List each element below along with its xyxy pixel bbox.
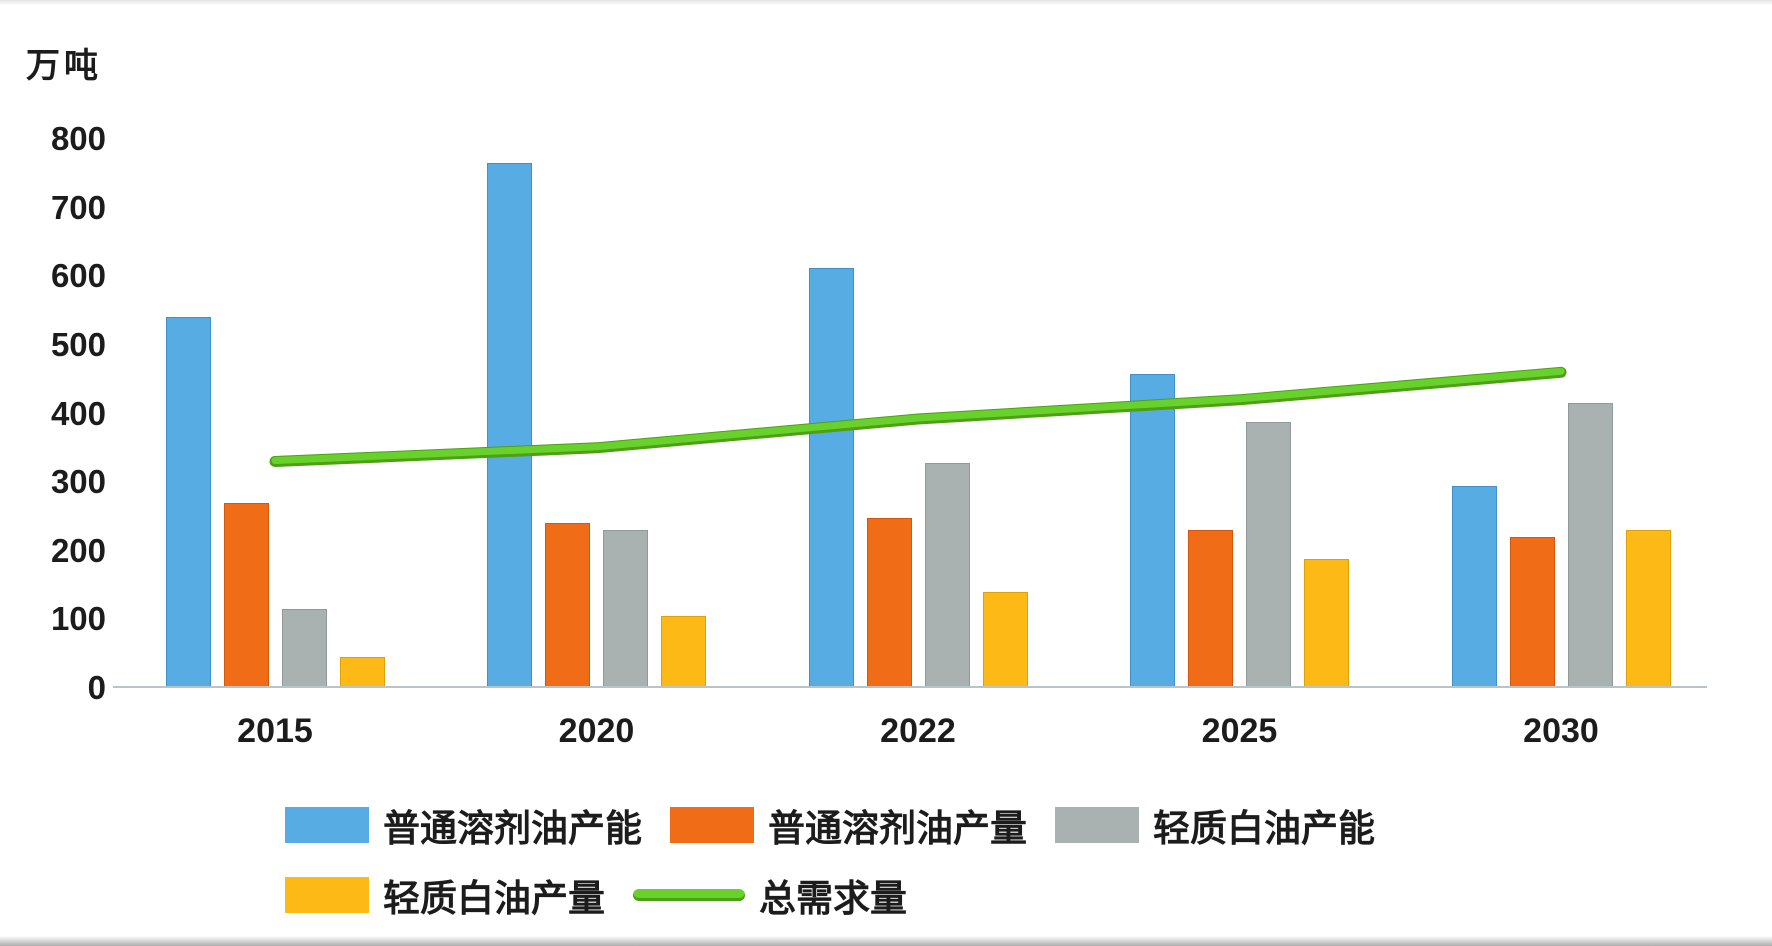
bar (924, 462, 970, 688)
y-tick-label: 800 (50, 120, 106, 157)
legend-item: 总需求量 (633, 868, 907, 922)
x-tick-label: 2030 (1523, 712, 1599, 750)
y-tick-label: 100 (50, 600, 106, 638)
scan-artifact-bottom (0, 936, 1772, 946)
demand-line-stroke (269, 366, 1567, 467)
legend-item: 普通溶剂油产能 (285, 798, 642, 852)
bar (487, 163, 532, 688)
legend-color-swatch (285, 807, 369, 843)
y-tick-label: 600 (50, 257, 106, 295)
legend-label: 轻质白油产能 (1153, 808, 1375, 849)
y-tick-label: 300 (50, 463, 106, 501)
legend-color-swatch (285, 877, 369, 913)
y-axis-unit-label: 万吨 (26, 47, 102, 85)
bar (165, 317, 211, 688)
legend-label: 普通溶剂油产能 (383, 808, 642, 849)
y-tick-label: 200 (50, 531, 106, 569)
legend-item: 普通溶剂油产量 (670, 798, 1027, 852)
bar (1567, 403, 1613, 688)
legend-label: 轻质白油产量 (383, 878, 605, 919)
bar (1130, 374, 1175, 688)
y-tick-label: 700 (50, 188, 106, 226)
legend-label: 总需求量 (759, 878, 907, 919)
scan-artifact-top (0, 0, 1772, 5)
x-tick-label: 2015 (237, 712, 313, 750)
y-tick-label: 400 (50, 394, 106, 432)
legend-item: 轻质白油产量 (285, 868, 605, 922)
legend-row: 普通溶剂油产能 普通溶剂油产量 轻质白油产能 (285, 798, 1403, 852)
x-tick-label: 2022 (880, 712, 956, 750)
bar (1625, 530, 1671, 688)
bar (603, 530, 648, 688)
bar (1246, 421, 1291, 688)
demand-line-stroke (271, 367, 1565, 464)
legend-label: 普通溶剂油产量 (768, 808, 1027, 849)
x-tick-label: 2020 (558, 712, 635, 750)
bar (339, 657, 385, 688)
legend-row: 轻质白油产量 总需求量 (285, 868, 1403, 922)
bar (545, 523, 590, 688)
x-axis-line (113, 686, 1707, 688)
bar (982, 591, 1028, 688)
legend: 普通溶剂油产能 普通溶剂油产量 轻质白油产能轻质白油产量 总需求量 (285, 798, 1403, 938)
bar (866, 517, 912, 688)
bar (1188, 530, 1233, 688)
bar (808, 268, 854, 688)
bar (223, 502, 269, 688)
bar (281, 609, 327, 688)
x-tick-label: 2025 (1201, 712, 1278, 750)
bar (1451, 485, 1497, 688)
y-tick-label: 0 (87, 669, 106, 706)
legend-line-swatch (633, 889, 745, 901)
bar (1509, 537, 1555, 688)
legend-item: 轻质白油产能 (1055, 798, 1375, 852)
y-tick-label: 500 (50, 325, 106, 363)
bar (1304, 558, 1349, 688)
legend-color-swatch (1055, 807, 1139, 843)
legend-color-swatch (670, 807, 754, 843)
bar (661, 615, 706, 688)
